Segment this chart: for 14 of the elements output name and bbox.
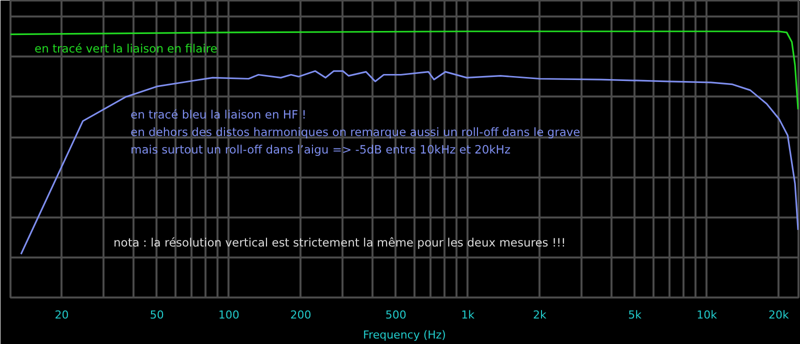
x-tick-label: 50 [150,308,164,322]
x-tick-label: 5k [628,308,642,322]
x-tick-label: 20k [768,308,790,322]
x-tick-label: 500 [385,308,406,322]
x-tick-label: 2k [533,308,548,322]
x-tick-label: 10k [696,308,718,322]
x-tick-label: 20 [54,308,69,322]
annotation: en tracé bleu la liaison en HF ! en dehors des distos harmoniques on remarque aussi un roll-off dans le grave mais surtout un roll-off dans l’aigu => -5dB entre 10kHz et 20kHz [130,108,580,156]
x-tick-label: 200 [290,308,312,322]
annotation: nota : la résolution vertical est strictement la même pour les deux mesures !!! [114,236,566,250]
annotation: en tracé vert la liaison en filaire [34,42,218,56]
x-tick-label: 1k [461,308,476,322]
x-tick-label: 100 [218,308,240,322]
x-axis-title: Frequency (Hz) [363,328,446,342]
